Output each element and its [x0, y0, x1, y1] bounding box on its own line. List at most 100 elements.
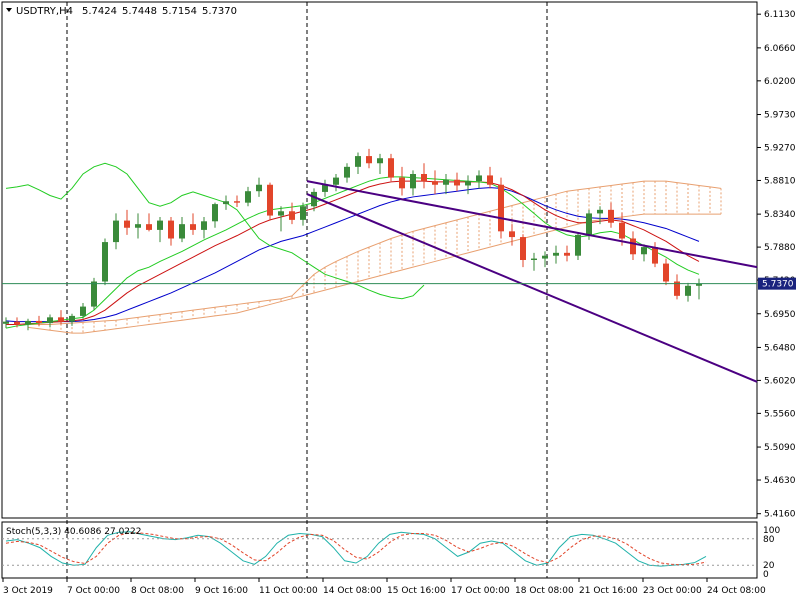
price-tick-label: 5.8810: [764, 176, 796, 186]
candle-body: [608, 209, 614, 223]
stoch-level-label: 80: [763, 535, 775, 545]
stoch-k-line: [5, 531, 707, 567]
stoch-level-label: 0: [763, 570, 769, 580]
ohlc-low: 5.7154: [162, 6, 197, 17]
candle-body: [245, 191, 251, 203]
candle-body: [91, 281, 97, 307]
candle-body: [201, 221, 207, 230]
price-tick-label: 5.6480: [764, 343, 796, 353]
candle-body: [322, 184, 328, 192]
candle-body: [421, 174, 427, 182]
candle-body: [542, 255, 548, 259]
candle-body: [575, 234, 581, 256]
candle-body: [69, 315, 75, 322]
candle-body: [102, 242, 108, 282]
cloud-upper-line: [28, 180, 722, 325]
candle-body: [113, 220, 119, 243]
time-tick-label: 21 Oct 16:00: [579, 586, 638, 596]
time-tick-label: 11 Oct 00:00: [259, 586, 318, 596]
cloud-lower-line: [27, 213, 721, 334]
candle-body: [234, 201, 240, 203]
price-tick-label: 6.0660: [764, 44, 796, 54]
candle-body: [520, 237, 526, 260]
period-separators: [66, 2, 548, 578]
candle-body: [36, 320, 42, 324]
candle-body: [157, 220, 163, 230]
symbol-dropdown-icon[interactable]: [6, 8, 12, 12]
candle-body: [333, 177, 339, 185]
trend-channel[interactable]: [306, 180, 758, 383]
price-tick-label: 5.6950: [764, 310, 796, 320]
candle-body: [377, 158, 383, 164]
candle-body: [278, 211, 284, 216]
candle-body: [3, 321, 9, 324]
candle-body: [300, 206, 306, 220]
time-tick-label: 7 Oct 00:00: [67, 586, 120, 596]
candle-body: [630, 238, 636, 255]
candle-body: [124, 220, 130, 228]
candle-body: [289, 211, 295, 220]
current-price-tag: 5.7370: [758, 277, 796, 290]
price-tick-label: 5.5560: [764, 409, 796, 419]
stoch-level-label: 20: [763, 561, 775, 571]
candle-body: [267, 184, 273, 216]
candle-body: [586, 213, 592, 235]
ohlc-high: 5.7448: [122, 6, 157, 17]
candle-body: [476, 175, 482, 182]
candle-body: [168, 220, 174, 239]
candlesticks: [3, 148, 702, 331]
stochastic-plot-area[interactable]: [1, 521, 758, 579]
price-tick-label: 5.6020: [764, 376, 796, 386]
candle-body: [212, 204, 218, 222]
candle-body: [564, 252, 570, 256]
svg-text:5.7370: 5.7370: [762, 280, 794, 290]
candle-body: [619, 222, 625, 239]
candle-body: [487, 175, 493, 185]
ohlc-close: 5.7370: [202, 6, 237, 17]
candle-body: [597, 209, 603, 214]
price-tick-label: 5.9730: [764, 111, 796, 121]
price-tick-label: 5.4160: [764, 510, 796, 520]
price-tick-label: 5.5090: [764, 443, 796, 453]
time-tick-label: 14 Oct 08:00: [323, 586, 382, 596]
candle-body: [223, 201, 229, 205]
time-tick-label: 17 Oct 00:00: [451, 586, 510, 596]
candle-body: [388, 158, 394, 178]
price-axis[interactable]: 6.1130 6.0660 6.0200 5.9730 5.9270 5.8810 5.83…: [757, 10, 796, 520]
candle-body: [454, 179, 460, 186]
candle-body: [179, 224, 185, 239]
price-tick-label: 5.4630: [764, 476, 796, 486]
candle-body: [432, 181, 438, 185]
price-tick-label: 5.8340: [764, 210, 796, 220]
stochastic-lines: [5, 531, 707, 567]
time-tick-label: 15 Oct 16:00: [387, 586, 446, 596]
stoch-d-line: [5, 532, 707, 566]
price-tick-label: 5.9270: [764, 143, 796, 153]
candle-body: [47, 317, 53, 324]
symbol-label: USDTRY,H4: [16, 6, 73, 17]
time-tick-label: 8 Oct 08:00: [131, 586, 184, 596]
candle-body: [311, 191, 317, 207]
candle-body: [190, 224, 196, 230]
candle-body: [366, 156, 372, 164]
price-tick-label: 6.1130: [764, 10, 796, 20]
time-axis[interactable]: 3 Oct 2019 7 Oct 00:00 8 Oct 08:00 9 Oct 16…: [2, 578, 766, 596]
time-tick-label: 18 Oct 08:00: [515, 586, 574, 596]
price-tick-label: 6.0200: [764, 77, 796, 87]
candle-body: [509, 231, 515, 238]
tenkan-line: [6, 180, 700, 325]
candle-body: [344, 166, 350, 178]
candle-body: [685, 285, 691, 296]
candle-body: [652, 247, 658, 264]
candle-body: [498, 184, 504, 232]
candle-body: [58, 317, 64, 322]
candle-body: [14, 321, 20, 325]
candle-body: [135, 224, 141, 228]
time-tick-label: 9 Oct 16:00: [195, 586, 248, 596]
stoch-level-label: 100: [763, 526, 780, 536]
time-tick-label: 3 Oct 2019: [3, 586, 53, 596]
candle-body: [410, 174, 416, 189]
candle-body: [465, 181, 471, 186]
